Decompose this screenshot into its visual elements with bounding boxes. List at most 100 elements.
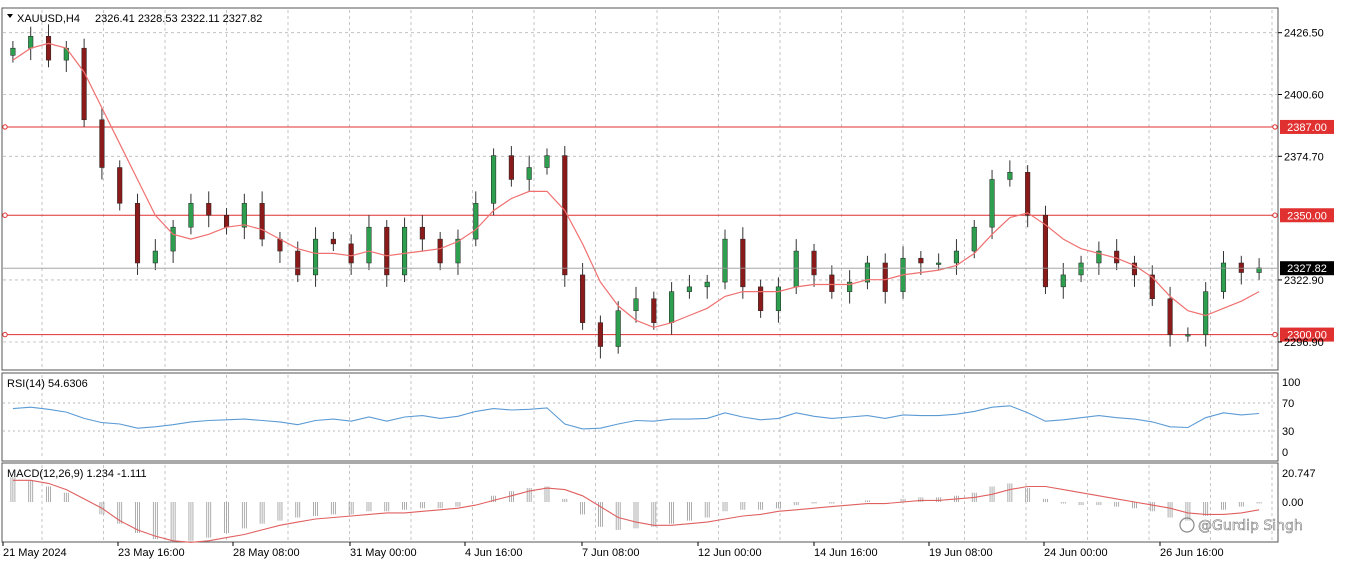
candle: [455, 238, 461, 264]
candle: [437, 238, 443, 264]
candle: [526, 167, 532, 180]
candle: [1185, 334, 1191, 337]
candle: [1256, 267, 1262, 273]
candle: [419, 226, 425, 240]
time-tick-label: 31 May 00:00: [350, 547, 417, 559]
macd-signal-line: [12, 479, 1260, 543]
time-tick-label: 7 Jun 08:00: [582, 547, 640, 559]
candle: [793, 250, 799, 288]
rsi-tick-label: 100: [1282, 377, 1300, 389]
candle: [829, 274, 835, 292]
horizontal-levels[interactable]: 2387.00 2350.00 2300.00: [2, 119, 1334, 342]
candle: [384, 226, 390, 276]
candle: [1220, 262, 1227, 292]
price-tick-label: 2322.90: [1284, 275, 1324, 287]
level-badge: [1280, 119, 1334, 134]
rsi-tick-label: 0: [1282, 447, 1288, 459]
candle: [775, 286, 781, 311]
candle: [740, 238, 746, 288]
level-handle: [1272, 212, 1278, 218]
price-tick-label: 2296.90: [1284, 337, 1324, 349]
time-tick-label: 21 May 2024: [3, 547, 67, 559]
price-panel[interactable]: [1, 7, 1279, 371]
candle: [206, 203, 212, 216]
candle: [989, 179, 995, 228]
macd-panel[interactable]: [1, 462, 1279, 543]
level-handle: [2, 212, 8, 218]
watermark: @Gurdip Singh: [1179, 517, 1303, 534]
candle: [722, 238, 728, 283]
current-price-label: 2327.82: [1287, 263, 1327, 275]
candle: [402, 226, 408, 276]
dropdown-triangle-icon[interactable]: [7, 14, 13, 18]
candle: [1096, 250, 1102, 264]
candle: [847, 281, 853, 292]
candle: [633, 298, 639, 311]
candle: [223, 215, 230, 228]
rsi-tick-label: 70: [1282, 398, 1294, 410]
level-badge-label: 2387.00: [1287, 122, 1327, 134]
candle: [882, 262, 888, 292]
candle: [295, 250, 301, 276]
candle: [651, 298, 657, 323]
time-tick-label: 24 Jun 00:00: [1044, 547, 1108, 559]
candle: [936, 262, 942, 265]
level-handle: [2, 331, 8, 338]
candle: [1078, 262, 1084, 276]
price-axis: 2426.50 2400.60 2374.70 2322.90 2296.90 2327.…: [3, 28, 1334, 349]
time-tick-label: 23 May 16:00: [118, 547, 185, 559]
rsi-panel[interactable]: [1, 372, 1279, 462]
candle: [864, 262, 870, 283]
candle: [277, 238, 283, 252]
candle: [1042, 215, 1049, 288]
candle: [562, 155, 568, 276]
candle: [1149, 274, 1155, 300]
candle: [597, 322, 603, 347]
candle: [170, 226, 176, 252]
candle: [45, 36, 52, 61]
candle: [312, 238, 319, 276]
candle: [241, 203, 247, 228]
watermark-text: @Gurdip Singh: [1198, 518, 1303, 534]
candle: [1167, 298, 1173, 335]
candle: [117, 167, 123, 204]
candle: [704, 281, 710, 288]
ma-line: [12, 42, 1260, 329]
time-tick-label: 12 Jun 00:00: [698, 547, 762, 559]
candle: [28, 36, 34, 49]
moving-average: [12, 42, 1260, 329]
candle: [81, 47, 87, 121]
current-price-badge: [1280, 261, 1334, 276]
level-handle: [2, 124, 8, 130]
macd-tick-label: 20.747: [1282, 468, 1316, 480]
candle: [473, 203, 479, 240]
candle: [1025, 172, 1031, 216]
candle: [1114, 250, 1120, 264]
time-tick-label: 19 Jun 08:00: [929, 547, 993, 559]
candle: [971, 226, 977, 252]
macd-label: MACD(12,26,9) 1.234 -1.111: [7, 468, 147, 480]
candle: [366, 226, 372, 264]
ohlc-header: 2326.41 2328.53 2322.11 2327.82: [95, 13, 262, 25]
candle: [1131, 262, 1138, 276]
watermark-icon: [1179, 517, 1195, 533]
candle: [580, 274, 586, 323]
candle: [134, 203, 141, 264]
candle: [99, 119, 105, 168]
rsi-tick-label: 30: [1282, 426, 1294, 438]
price-tick-label: 2374.70: [1284, 151, 1324, 163]
time-tick-label: 28 May 08:00: [233, 547, 300, 559]
candle: [330, 238, 336, 245]
symbol-label[interactable]: XAUUSD,H4: [17, 13, 80, 25]
macd-indicator: 20.747 0.00: [10, 468, 1316, 543]
candle: [758, 286, 764, 311]
candle: [811, 250, 817, 276]
time-tick-label: 4 Jun 16:00: [465, 547, 523, 559]
level-badge-label: 2300.00: [1287, 330, 1327, 342]
candle: [152, 250, 158, 264]
candle: [1060, 274, 1066, 288]
level-handle: [1272, 124, 1278, 130]
candle: [669, 291, 675, 323]
candle: [686, 286, 692, 292]
